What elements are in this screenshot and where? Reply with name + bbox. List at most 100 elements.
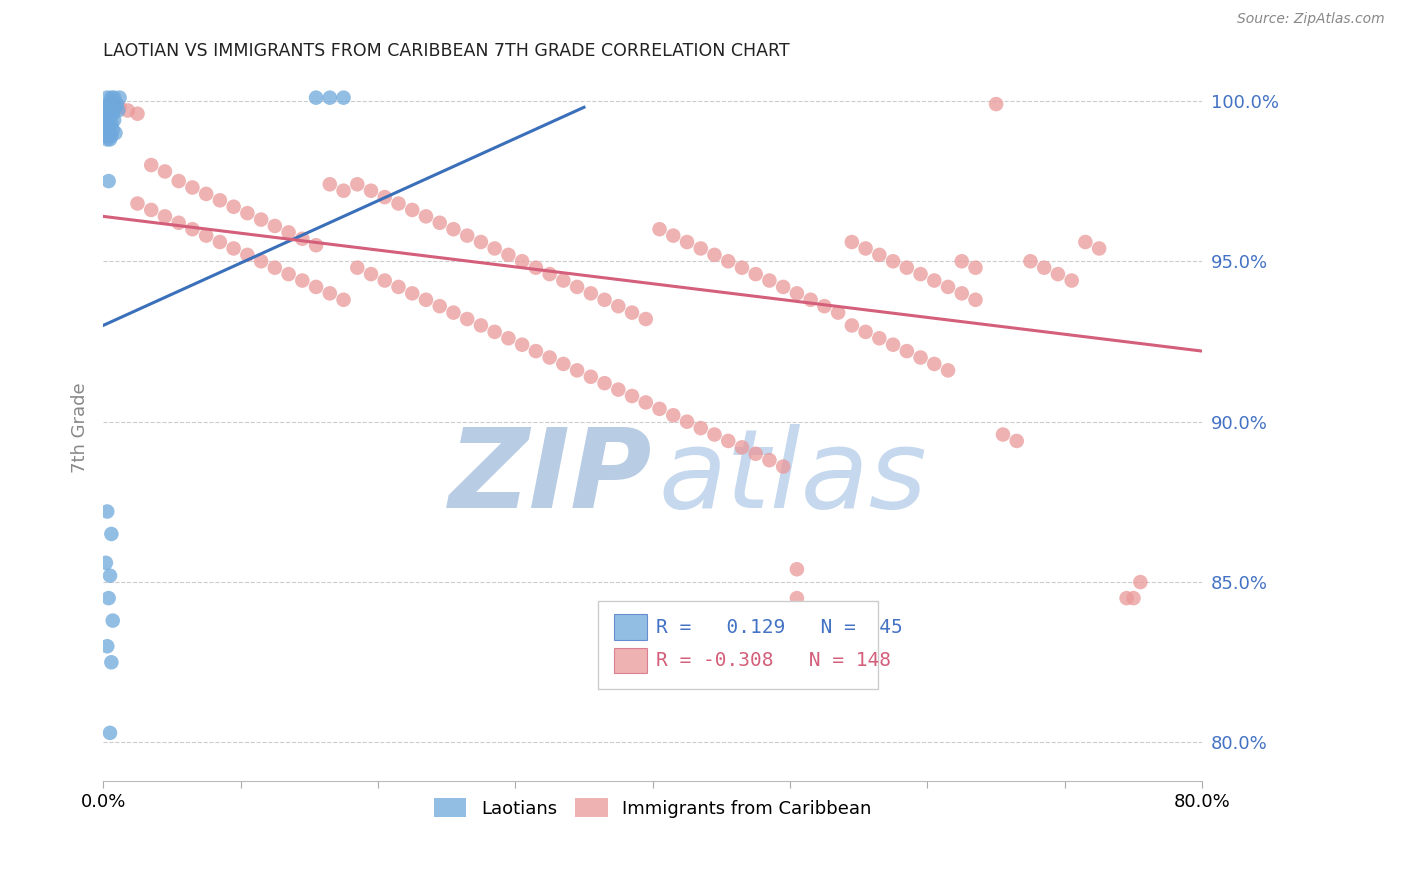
Point bbox=[758, 273, 780, 287]
Point bbox=[510, 337, 533, 351]
Point bbox=[1033, 260, 1056, 275]
Point bbox=[98, 120, 121, 134]
Point bbox=[443, 222, 465, 236]
Point bbox=[470, 318, 492, 333]
Point bbox=[607, 383, 630, 397]
Point bbox=[621, 305, 644, 319]
Point bbox=[1129, 575, 1152, 590]
Text: ZIP: ZIP bbox=[449, 424, 652, 531]
Point bbox=[250, 254, 273, 268]
Point bbox=[689, 421, 711, 435]
Point bbox=[538, 267, 561, 281]
Point bbox=[1046, 267, 1069, 281]
Point bbox=[965, 293, 987, 307]
Point bbox=[97, 97, 120, 112]
Point bbox=[103, 113, 125, 128]
Point bbox=[208, 235, 231, 249]
Point bbox=[100, 116, 122, 130]
Point bbox=[553, 357, 575, 371]
Point bbox=[607, 299, 630, 313]
Point bbox=[593, 376, 616, 391]
Point bbox=[100, 103, 122, 118]
Point bbox=[662, 409, 685, 423]
Point bbox=[101, 122, 124, 136]
Point bbox=[332, 293, 354, 307]
Point bbox=[103, 97, 125, 112]
Text: LAOTIAN VS IMMIGRANTS FROM CARIBBEAN 7TH GRADE CORRELATION CHART: LAOTIAN VS IMMIGRANTS FROM CARIBBEAN 7TH… bbox=[103, 42, 790, 60]
Point bbox=[291, 232, 314, 246]
Point bbox=[387, 280, 409, 294]
Point bbox=[910, 267, 932, 281]
Point bbox=[167, 216, 190, 230]
Point bbox=[579, 286, 602, 301]
Point bbox=[141, 202, 163, 217]
Point bbox=[153, 210, 176, 224]
Point bbox=[579, 369, 602, 384]
FancyBboxPatch shape bbox=[614, 648, 647, 673]
Point bbox=[772, 280, 794, 294]
Point bbox=[96, 132, 118, 146]
Point bbox=[456, 228, 478, 243]
Point bbox=[100, 655, 122, 669]
Point bbox=[841, 318, 863, 333]
Point bbox=[104, 100, 127, 114]
Point bbox=[676, 415, 699, 429]
Point bbox=[758, 453, 780, 467]
Point bbox=[662, 228, 685, 243]
Legend: Laotians, Immigrants from Caribbean: Laotians, Immigrants from Caribbean bbox=[426, 790, 879, 825]
Point bbox=[1019, 254, 1042, 268]
Point bbox=[97, 591, 120, 606]
Point bbox=[96, 639, 118, 653]
Point bbox=[855, 325, 877, 339]
Point bbox=[195, 228, 218, 243]
Point bbox=[538, 351, 561, 365]
Point bbox=[101, 106, 124, 120]
Point bbox=[263, 219, 285, 233]
Point bbox=[127, 106, 149, 120]
Point bbox=[744, 267, 766, 281]
Point bbox=[101, 614, 124, 628]
Point bbox=[786, 286, 808, 301]
Point bbox=[855, 242, 877, 256]
Point bbox=[703, 248, 725, 262]
Point bbox=[800, 293, 823, 307]
Point bbox=[676, 235, 699, 249]
Point bbox=[415, 293, 437, 307]
Point bbox=[965, 260, 987, 275]
Point bbox=[621, 389, 644, 403]
Point bbox=[510, 254, 533, 268]
Text: Source: ZipAtlas.com: Source: ZipAtlas.com bbox=[1237, 12, 1385, 26]
Point bbox=[1074, 235, 1097, 249]
Point bbox=[429, 216, 451, 230]
Point bbox=[772, 459, 794, 474]
Point bbox=[332, 90, 354, 104]
Point bbox=[950, 286, 973, 301]
Text: R = -0.308   N = 148: R = -0.308 N = 148 bbox=[657, 651, 891, 670]
Point bbox=[1115, 591, 1137, 606]
Point bbox=[1088, 242, 1111, 256]
Point bbox=[936, 363, 959, 377]
Point bbox=[717, 434, 740, 448]
Point bbox=[332, 184, 354, 198]
Point bbox=[208, 194, 231, 208]
Point bbox=[360, 267, 382, 281]
Point bbox=[98, 100, 121, 114]
Point bbox=[141, 158, 163, 172]
Point bbox=[319, 90, 342, 104]
Point bbox=[319, 286, 342, 301]
Point bbox=[263, 260, 285, 275]
Point bbox=[167, 174, 190, 188]
Point bbox=[319, 178, 342, 192]
Point bbox=[98, 132, 121, 146]
Point bbox=[896, 344, 918, 359]
Point bbox=[470, 235, 492, 249]
Point bbox=[97, 174, 120, 188]
Point bbox=[498, 248, 520, 262]
Point bbox=[108, 100, 131, 114]
Point bbox=[100, 129, 122, 144]
Point bbox=[731, 441, 754, 455]
Text: R =   0.129   N =  45: R = 0.129 N = 45 bbox=[657, 617, 903, 637]
Point bbox=[565, 363, 588, 377]
Point bbox=[429, 299, 451, 313]
Point bbox=[346, 178, 368, 192]
